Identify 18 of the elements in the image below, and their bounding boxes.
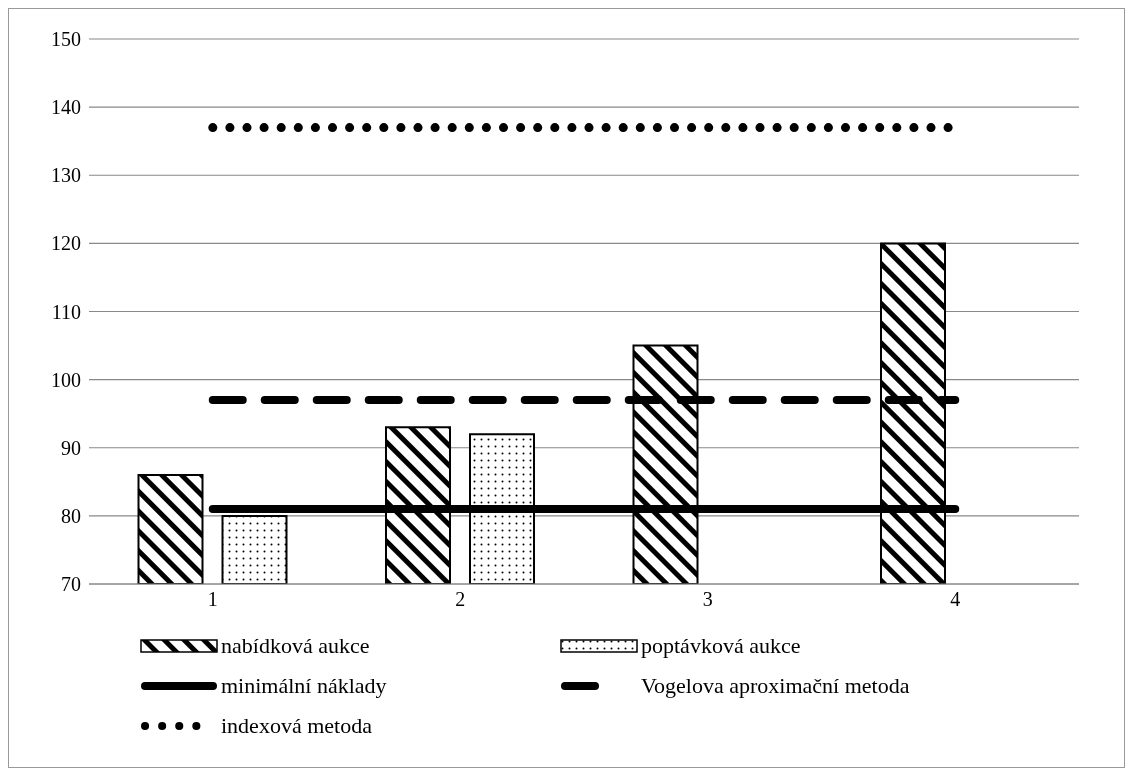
- legend-label: poptávková aukce: [641, 633, 801, 659]
- y-tick-label: 110: [51, 300, 81, 323]
- legend-label: minimální náklady: [221, 673, 387, 699]
- y-tick-label: 120: [51, 232, 81, 255]
- y-tick-label: 130: [51, 164, 81, 187]
- x-tick-label: 2: [455, 588, 466, 611]
- y-tick-label: 100: [51, 368, 81, 391]
- legend-label: indexová metoda: [221, 713, 372, 739]
- x-tick-label: 3: [702, 588, 713, 611]
- y-tick-label: 140: [51, 96, 81, 119]
- legend-label: Vogelova aproximační metoda: [641, 673, 910, 699]
- y-tick-label: 150: [51, 28, 81, 51]
- x-tick-label: 4: [950, 588, 961, 611]
- x-tick-label: 1: [207, 588, 218, 611]
- y-tick-label: 70: [61, 573, 81, 596]
- y-tick-label: 90: [61, 436, 81, 459]
- y-tick-label: 80: [61, 504, 81, 527]
- legend-label: nabídková aukce: [221, 633, 370, 659]
